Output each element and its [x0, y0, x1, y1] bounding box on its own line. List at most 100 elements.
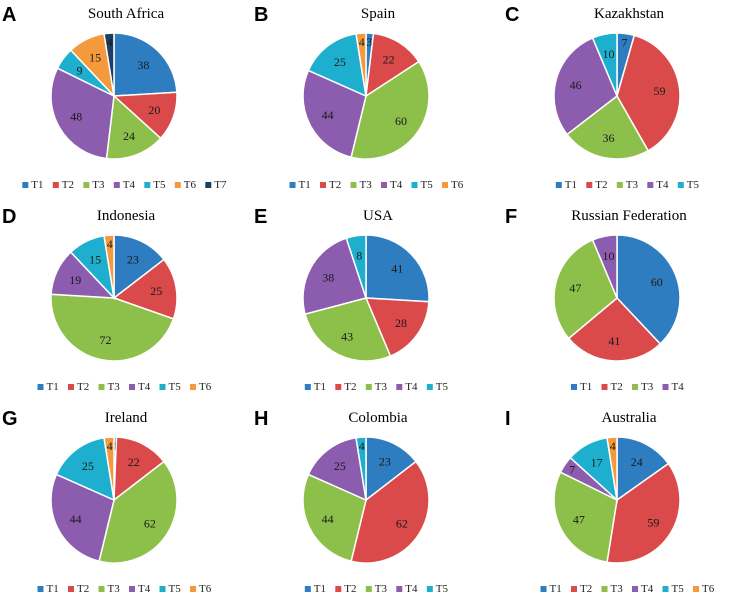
pie-slice-t3	[304, 297, 392, 362]
slice-value-label: 47	[569, 281, 581, 295]
legend-swatch-t6	[190, 384, 196, 390]
legend-label-t1: T1	[314, 381, 326, 393]
legend-label-t4: T4	[656, 179, 669, 191]
pie-slice-t1	[616, 234, 681, 345]
pie-title: Australia	[602, 410, 657, 426]
slice-value-label: 41	[608, 334, 620, 348]
slice-value-label: 36	[603, 131, 615, 145]
legend-label-t1: T1	[31, 179, 43, 191]
legend-swatch-t4	[113, 182, 120, 188]
slice-value-label: 4	[107, 237, 113, 251]
pie-panel-A: A South Africa 38 20 24 48 9 15 4 T1 T2 T3 T4 T5 T6 T7	[2, 4, 227, 191]
legend-label-t4: T4	[390, 179, 403, 191]
legend-swatch-t1	[37, 384, 44, 390]
legend-label-t4: T4	[123, 179, 136, 191]
pie-slice-t5	[55, 436, 115, 502]
legend-swatch-t4	[662, 384, 669, 390]
legend-label-t1: T1	[47, 583, 59, 595]
legend-swatch-t2	[335, 384, 342, 390]
legend-swatch-t3	[632, 384, 638, 390]
legend-swatch-t3	[601, 586, 608, 592]
pie-slice-t2	[606, 462, 681, 564]
legend-swatch-t6	[190, 586, 196, 592]
pie-slice-t2	[350, 460, 430, 564]
slice-value-label: 4	[107, 439, 113, 453]
legend-swatch-t4	[396, 384, 403, 390]
slice-value-label: 44	[322, 512, 334, 526]
legend-swatch-t2	[571, 586, 577, 592]
pie-slice-t5	[591, 32, 618, 97]
legend-swatch-t4	[381, 182, 387, 188]
legend-swatch-t1	[304, 586, 311, 592]
slice-value-label: 25	[82, 459, 94, 473]
legend-swatch-t5	[426, 384, 433, 390]
pie-title: South Africa	[88, 6, 165, 22]
panel-letter-B: B	[254, 4, 268, 26]
legend-swatch-t4	[129, 586, 135, 592]
pie-title: Indonesia	[97, 208, 156, 224]
legend-swatch-t3	[365, 586, 372, 592]
slice-value-label: 25	[334, 459, 346, 473]
slice-value-label: 22	[383, 53, 395, 67]
pie-slice-t2	[567, 296, 662, 362]
pie-slice-t3	[105, 94, 162, 160]
slice-value-label: 8	[356, 249, 362, 263]
pie-title: Spain	[361, 6, 396, 22]
pie-slice-t2	[364, 297, 430, 358]
slice-value-label: 15	[89, 253, 101, 267]
legend-label-t3: T3	[375, 381, 388, 393]
slice-value-label: 3	[366, 35, 372, 49]
slice-value-label: 25	[334, 55, 346, 69]
slice-value-label: 23	[379, 455, 391, 469]
slice-value-label: 23	[127, 253, 139, 267]
slice-value-label: 4	[107, 35, 113, 49]
panel-letter-F: F	[505, 206, 517, 228]
pie-panel-E: E USA 41 28 43 38 8 T1 T2 T3 T4 T5	[254, 206, 449, 393]
legend-label-t6: T6	[184, 179, 197, 191]
slice-value-label: 15	[89, 51, 101, 65]
pie-title: Russian Federation	[571, 208, 687, 224]
legend-label-t2: T2	[77, 381, 89, 393]
pie-slice-t3	[566, 94, 650, 160]
pie-slice-t4	[553, 36, 618, 136]
slice-value-label: 43	[341, 329, 353, 343]
legend-label-t4: T4	[672, 381, 685, 393]
legend-swatch-t2	[335, 586, 342, 592]
pie-slice-t2	[113, 436, 165, 502]
slice-value-label: 1	[112, 439, 118, 453]
pie-slice-t3	[350, 60, 430, 160]
legend-swatch-t5	[411, 182, 418, 188]
legend-label-t7: T7	[214, 179, 227, 191]
legend-label-t3: T3	[641, 381, 654, 393]
legend-label-t1: T1	[565, 179, 577, 191]
slice-value-label: 4	[610, 439, 616, 453]
legend-swatch-t1	[555, 182, 562, 188]
pie-title: Ireland	[105, 410, 148, 426]
pie-slice-t6	[606, 436, 618, 501]
legend-swatch-t4	[632, 586, 638, 592]
slice-value-label: 47	[573, 513, 585, 527]
slice-value-label: 38	[137, 58, 149, 72]
legend-swatch-t3	[350, 182, 357, 188]
legend-label-t5: T5	[169, 583, 182, 595]
legend-label-t4: T4	[405, 583, 418, 595]
slice-value-label: 44	[70, 512, 82, 526]
legend-label-t1: T1	[47, 381, 59, 393]
legend-swatch-t3	[616, 182, 623, 188]
pie-slice-t5	[355, 436, 367, 501]
pie-slice-t5	[345, 234, 367, 299]
panel-letter-I: I	[505, 408, 511, 430]
panel-letter-G: G	[2, 408, 18, 430]
pie-slice-t3	[553, 238, 618, 340]
slice-value-label: 4	[359, 439, 365, 453]
legend-swatch-t2	[320, 182, 326, 188]
pie-slice-t2	[616, 34, 681, 152]
legend-swatch-t4	[647, 182, 654, 188]
legend-label-t6: T6	[702, 583, 715, 595]
legend-label-t2: T2	[62, 179, 74, 191]
pie-slice-t3	[302, 473, 367, 563]
pie-panel-B: B Spain 3 22 60 44 25 4 T1 T2 T3 T4 T5 T6	[254, 4, 464, 191]
legend-label-t6: T6	[199, 381, 212, 393]
pie-panel-I: I Australia 24 59 47 7 17 4 T1 T2 T3 T4 T5 T6	[505, 408, 715, 595]
slice-value-label: 41	[391, 262, 403, 276]
